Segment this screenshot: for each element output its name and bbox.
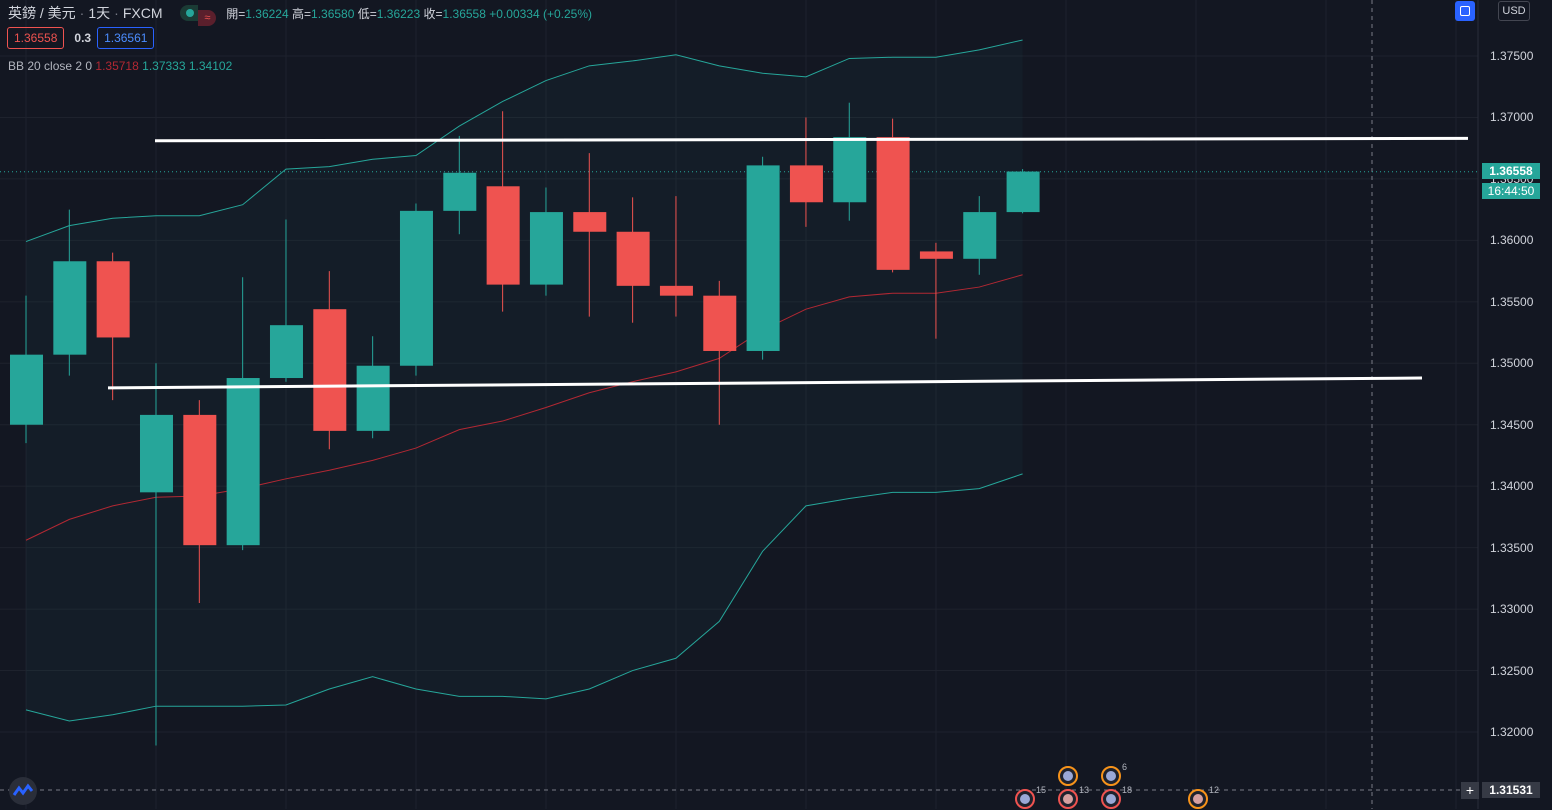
uk-flag-icon	[1063, 771, 1073, 781]
candle-body	[833, 137, 867, 203]
bar-countdown: 16:44:50	[1482, 183, 1540, 199]
buy-price-button[interactable]: 1.36561	[97, 27, 155, 49]
candle-body	[963, 212, 997, 259]
candle-body	[876, 137, 910, 270]
price-axis-tick: 1.32500	[1490, 663, 1534, 678]
candle-body	[919, 251, 953, 259]
price-axis-tick: 1.35500	[1490, 294, 1534, 309]
candle-body	[53, 261, 87, 355]
event-count: 15	[1036, 785, 1047, 795]
price-axis-tick: 1.37500	[1490, 49, 1534, 63]
add-alert-button[interactable]: +	[1461, 782, 1479, 799]
candle-body	[96, 261, 130, 338]
auto-scale-button[interactable]	[1455, 1, 1475, 21]
trend-line	[107, 376, 1423, 390]
symbol-name[interactable]: 英鎊 / 美元	[8, 5, 76, 21]
candle-body	[703, 295, 737, 351]
us-event-icon[interactable]: 13	[1058, 785, 1089, 809]
close-value: 1.36558	[442, 7, 486, 21]
event-count: 12	[1209, 785, 1220, 795]
candle-body	[356, 365, 390, 431]
price-axis-tick: 1.35000	[1490, 356, 1534, 371]
change-value: +0.00334 (+0.25%)	[489, 7, 593, 21]
interval-label[interactable]: 1天	[88, 5, 111, 21]
indicator-legend[interactable]: BB 20 close 2 0 1.35718 1.37333 1.34102	[8, 59, 232, 73]
open-value: 1.36224	[245, 7, 289, 21]
candle-body	[443, 172, 477, 211]
bb-lower-value: 1.34102	[188, 59, 233, 73]
event-count: 6	[1122, 762, 1128, 772]
price-axis-tick: 1.34500	[1490, 417, 1534, 432]
high-value: 1.36580	[311, 7, 355, 21]
price-axis-tick: 1.33500	[1490, 540, 1534, 555]
price-axis-tick: 1.34000	[1490, 479, 1534, 494]
candle-body	[529, 212, 563, 285]
bb-basis-value: 1.35718	[95, 59, 139, 73]
delayed-icon: ≈	[198, 9, 217, 26]
ohlc-values: 開=1.36224 高=1.36580 低=1.36223 收=1.36558 …	[226, 7, 592, 21]
uk-flag-icon	[1106, 771, 1116, 781]
us-flag-icon	[1193, 794, 1203, 804]
price-axis-tick: 1.33000	[1490, 602, 1534, 617]
uk-flag-icon	[1106, 794, 1116, 804]
symbol-legend: 英鎊 / 美元 · 1天 · FXCM ≈ 開=1.36224 高=1.36580 低=…	[8, 4, 593, 26]
currency-button[interactable]: USD	[1498, 1, 1530, 21]
exchange-label: FXCM	[122, 5, 163, 21]
price-axis-tick: 1.32000	[1490, 725, 1534, 739]
event-count: 13	[1079, 785, 1090, 795]
candle-body	[746, 165, 780, 351]
candle-body	[313, 309, 347, 431]
indicator-label: BB 20 close 2 0	[8, 59, 93, 73]
low-label: 低=	[357, 7, 377, 21]
market-status[interactable]: ≈	[180, 4, 217, 26]
us-flag-icon	[1063, 794, 1073, 804]
event-count: 18	[1122, 785, 1133, 795]
trend-line	[154, 136, 1469, 143]
tradingview-logo[interactable]	[9, 777, 37, 805]
open-label: 開=	[226, 7, 246, 21]
candle-body	[10, 354, 43, 425]
candle-body	[226, 378, 260, 546]
uk-event-icon[interactable]	[1058, 766, 1078, 786]
price-axis-tick: 1.36000	[1490, 233, 1534, 248]
low-value: 1.36223	[376, 7, 421, 21]
crosshair-price-tag: 1.31531	[1482, 782, 1540, 798]
uk-event-icon[interactable]: 18	[1101, 785, 1132, 809]
candle-body	[139, 414, 173, 493]
last-price-tag: 1.36558	[1482, 163, 1540, 179]
candle-body	[486, 186, 520, 285]
price-axis-tick: 1.37000	[1490, 110, 1534, 125]
candle-body	[183, 414, 217, 546]
uk-event-icon[interactable]: 15	[1015, 785, 1046, 809]
high-label: 高=	[292, 7, 312, 21]
uk-flag-icon	[1020, 794, 1030, 804]
candle-body	[789, 165, 823, 203]
sell-price-button[interactable]: 1.36558	[7, 27, 65, 49]
market-open-icon	[180, 4, 199, 21]
bb-upper-line	[25, 39, 1023, 243]
spread-value: 0.3	[74, 31, 92, 45]
us-event-icon[interactable]: 12	[1188, 785, 1219, 809]
candle-body	[659, 285, 693, 296]
candle-body	[269, 325, 303, 379]
candle-body	[399, 210, 433, 366]
uk-event-icon[interactable]: 6	[1101, 762, 1127, 786]
candle-body	[573, 212, 607, 232]
bb-upper-value: 1.37333	[142, 59, 186, 73]
close-label: 收=	[423, 7, 443, 21]
quote-row: 1.36558 0.3 1.36561	[7, 27, 155, 49]
candle-body	[1006, 171, 1040, 213]
bb-lower-line	[25, 473, 1023, 722]
candle-body	[616, 231, 650, 286]
